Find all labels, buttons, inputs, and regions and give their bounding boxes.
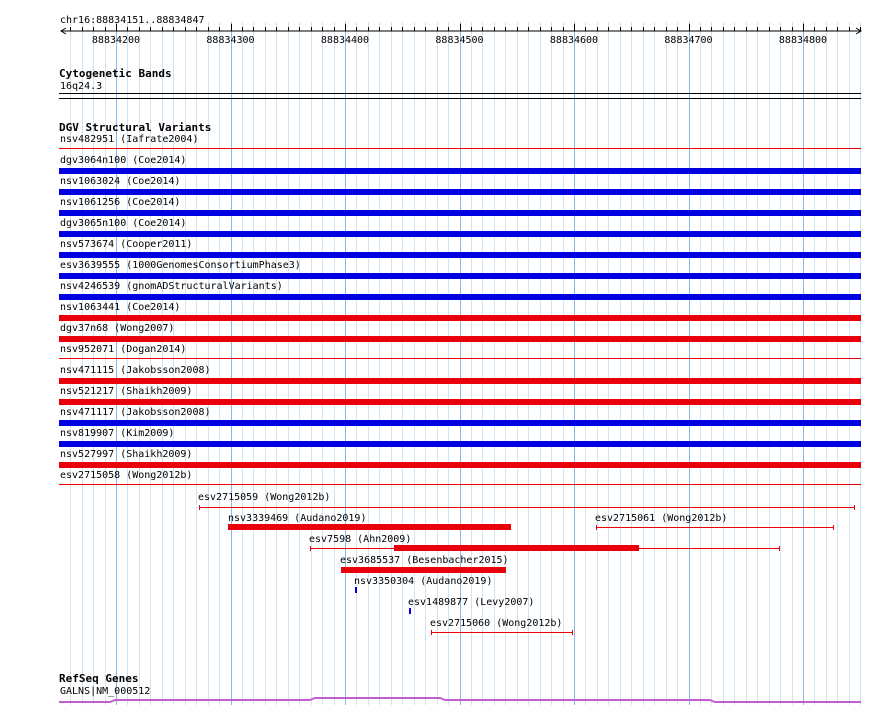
variant-label[interactable]: nsv521217 (Shaikh2009) — [60, 386, 193, 397]
variant-bar[interactable] — [59, 462, 861, 468]
variant-bar[interactable] — [59, 168, 861, 174]
gene-model[interactable] — [0, 690, 890, 710]
variant-label[interactable]: dgv37n68 (Wong2007) — [60, 323, 175, 334]
variant-bar[interactable] — [431, 632, 573, 633]
variant-bar-cap — [854, 505, 855, 510]
variant-label[interactable]: nsv1061256 (Coe2014) — [60, 197, 181, 208]
variant-bar-core[interactable] — [394, 545, 639, 551]
variant-bar[interactable] — [59, 358, 861, 359]
variant-bar[interactable] — [59, 273, 861, 279]
feature-label[interactable]: esv1489877 (Levy2007) — [408, 597, 535, 608]
variant-bar[interactable] — [59, 252, 861, 258]
tick-label: 88834400 — [320, 35, 370, 46]
variant-label[interactable]: dgv3065n100 (Coe2014) — [60, 218, 187, 229]
gene-label[interactable]: GALNS|NM_000512 — [60, 686, 151, 697]
variant-bar-cap — [779, 546, 780, 551]
variant-bar[interactable] — [199, 507, 855, 508]
cytoband-line-top — [59, 93, 861, 94]
feature-label[interactable]: esv2715060 (Wong2012b) — [430, 618, 563, 629]
variant-label[interactable]: nsv471115 (Jakobsson2008) — [60, 365, 211, 376]
variant-bar-cap — [572, 630, 573, 635]
variant-bar[interactable] — [59, 294, 861, 300]
variant-bar[interactable] — [59, 484, 861, 485]
tick-label: 88834200 — [91, 35, 141, 46]
feature-label[interactable]: esv7598 (Ahn2009) — [309, 534, 412, 545]
ruler-axis — [60, 27, 862, 35]
variant-label[interactable]: nsv1063024 (Coe2014) — [60, 176, 181, 187]
variant-bar[interactable] — [355, 587, 357, 593]
refseq-track-title: RefSeq Genes — [59, 672, 139, 685]
variant-bar[interactable] — [409, 608, 411, 614]
variant-label[interactable]: esv3639555 (1000GenomesConsortiumPhase3) — [60, 260, 301, 271]
variant-label[interactable]: nsv819907 (Kim2009) — [60, 428, 175, 439]
tick-label: 88834800 — [778, 35, 828, 46]
tick-label: 88834300 — [206, 35, 255, 46]
variant-bar[interactable] — [59, 231, 861, 237]
dgv-track-title: DGV Structural Variants — [59, 121, 212, 134]
variant-label[interactable]: nsv482951 (Iafrate2004) — [60, 134, 199, 145]
variant-label[interactable]: dgv3064n100 (Coe2014) — [60, 155, 187, 166]
variant-bar-cap — [431, 630, 432, 635]
feature-label[interactable]: esv3685537 (Besenbacher2015) — [340, 555, 509, 566]
cytoband-line-bottom — [59, 98, 861, 99]
variant-bar[interactable] — [59, 441, 861, 447]
variant-label[interactable]: nsv527997 (Shaikh2009) — [60, 449, 193, 460]
variant-label[interactable]: nsv471117 (Jakobsson2008) — [60, 407, 211, 418]
variant-label[interactable]: esv2715058 (Wong2012b) — [60, 470, 193, 481]
tick-label: 88834700 — [664, 35, 713, 46]
variant-bar[interactable] — [59, 336, 861, 342]
variant-bar[interactable] — [59, 315, 861, 321]
cytoband-track-title: Cytogenetic Bands — [59, 67, 172, 80]
variant-bar-cap — [310, 546, 311, 551]
feature-label[interactable]: esv2715059 (Wong2012b) — [198, 492, 331, 503]
variant-bar-cap — [833, 525, 834, 530]
variant-bar-cap — [596, 525, 597, 530]
variant-bar[interactable] — [596, 527, 834, 528]
variant-bar-cap — [199, 505, 200, 510]
variant-bar[interactable] — [59, 378, 861, 384]
variant-bar[interactable] — [341, 567, 506, 573]
variant-label[interactable]: nsv573674 (Cooper2011) — [60, 239, 193, 250]
variant-label[interactable]: nsv4246539 (gnomADStructuralVariants) — [60, 281, 283, 292]
location-label: chr16:88834151..88834847 — [60, 15, 205, 26]
tick-label: 88834600 — [549, 35, 599, 46]
variant-label[interactable]: nsv1063441 (Coe2014) — [60, 302, 181, 313]
variant-bar[interactable] — [59, 148, 861, 149]
cytoband-label: 16q24.3 — [60, 81, 103, 92]
variant-label[interactable]: nsv952071 (Dogan2014) — [60, 344, 187, 355]
feature-label[interactable]: nsv3350304 (Audano2019) — [354, 576, 493, 587]
variant-bar[interactable] — [59, 420, 861, 426]
variant-bar[interactable] — [228, 524, 511, 530]
feature-label[interactable]: nsv3339469 (Audano2019) — [228, 513, 367, 524]
variant-bar[interactable] — [59, 210, 861, 216]
feature-label[interactable]: esv2715061 (Wong2012b) — [595, 513, 728, 524]
variant-bar[interactable] — [59, 189, 861, 195]
tick-label: 88834500 — [435, 35, 484, 46]
variant-bar[interactable] — [59, 399, 861, 405]
